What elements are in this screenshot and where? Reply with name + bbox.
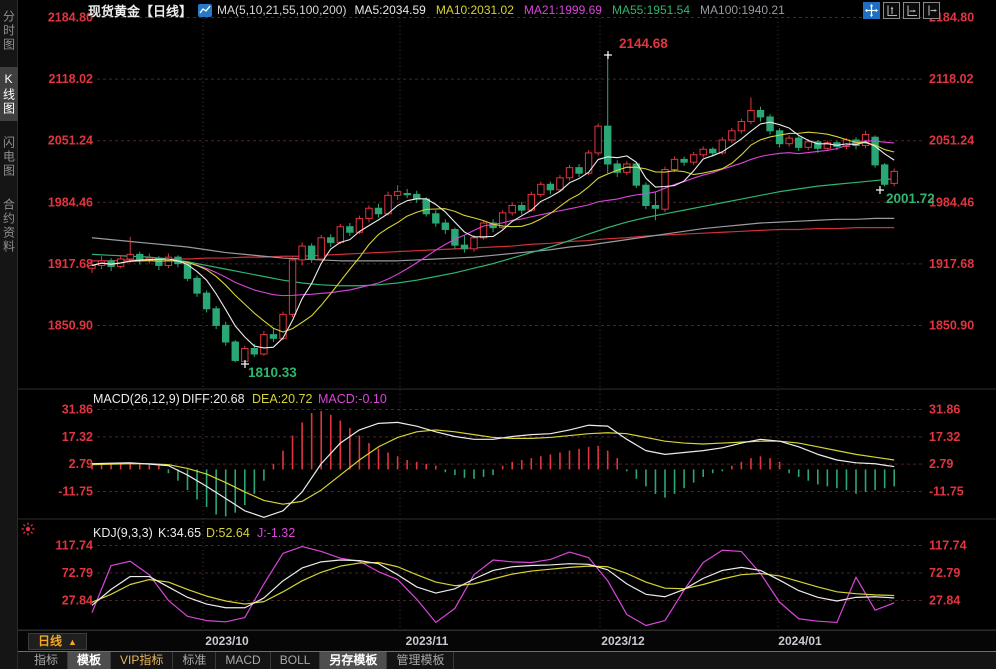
ma-settings-label: MA(5,10,21,55,100,200) xyxy=(217,3,347,17)
chart-header: 现货黄金【日线】 MA(5,10,21,55,100,200) MA5:2034… xyxy=(18,0,996,20)
tab-templates[interactable]: 模板 xyxy=(68,652,112,669)
axis-label: 17.32 xyxy=(929,430,960,444)
axis-label: 1850.90 xyxy=(48,319,93,333)
axis-label: 17.32 xyxy=(62,430,93,444)
chevron-up-icon: ▲ xyxy=(68,637,77,647)
indicator-param-label: DEA:20.72 xyxy=(252,392,313,406)
axis-label: 31.86 xyxy=(929,403,960,417)
axis-label: 2.79 xyxy=(929,457,953,471)
axis-label: 72.79 xyxy=(929,566,960,580)
ma21-value: MA21:1999.69 xyxy=(523,3,602,17)
bottom-tabbar: 指标 模板 VIP指标 标准 MACD BOLL 另存模板 管理模板 xyxy=(18,651,996,669)
tab-save-template[interactable]: 另存模板 xyxy=(320,652,388,669)
indicator-param-label: MACD(26,12,9) xyxy=(93,392,180,406)
axis-label: 1917.68 xyxy=(48,257,93,271)
date-label: 2023/11 xyxy=(405,634,449,648)
ma100-value: MA100:1940.21 xyxy=(700,3,785,17)
axis-label: -11.75 xyxy=(58,485,93,499)
indicator-param-label: KDJ(9,3,3) xyxy=(93,526,153,540)
ma10-value: MA10:2031.02 xyxy=(435,3,514,17)
axis-label: 2.79 xyxy=(69,457,93,471)
sidebar-item-contract-info[interactable]: 合约资料 xyxy=(1,198,16,254)
chart-canvas[interactable]: 2184.80 2184.80 2118.02 2118.02 2051.24 2051.… xyxy=(18,0,996,631)
symbol-title: 现货黄金【日线】 xyxy=(88,3,193,19)
tab-standard[interactable]: 标准 xyxy=(173,652,217,669)
ma55-value: MA55:1951.54 xyxy=(611,3,691,17)
xaxis-row: 日线 ▲ 2023/10 2023/11 2023/12 2024/01 xyxy=(18,630,996,651)
tab-boll[interactable]: BOLL xyxy=(271,652,321,669)
axis-label: 117.74 xyxy=(55,539,93,553)
indicator-param-label: MACD:-0.10 xyxy=(318,392,387,406)
axis-label: 117.74 xyxy=(929,539,967,553)
axis-label: 1984.46 xyxy=(48,195,93,209)
axis-label: 2051.24 xyxy=(48,134,93,148)
indicator-param-label: D:52.64 xyxy=(206,526,250,540)
low-price-annotation: 1810.33 xyxy=(248,365,297,380)
sidebar-item-flash-chart[interactable]: 闪电图 xyxy=(1,136,16,178)
axis-label: 31.86 xyxy=(62,403,93,417)
axis-label: 2051.24 xyxy=(929,134,974,148)
tab-vip-indicators[interactable]: VIP指标 xyxy=(111,652,174,669)
pan-tool-icon[interactable] xyxy=(863,1,880,19)
axis-zoom-horizontal-icon[interactable] xyxy=(903,1,920,19)
chart-type-sidebar: 分时图 K线图闪电图合约资料 xyxy=(0,0,18,669)
axis-label: 2118.02 xyxy=(49,72,94,86)
indicator-param-label: DIFF:20.68 xyxy=(182,392,245,406)
date-label: 2024/01 xyxy=(778,634,822,648)
period-label: 日线 xyxy=(38,634,63,648)
axis-label: 2184.80 xyxy=(48,11,93,25)
axis-label: 72.79 xyxy=(62,566,93,580)
sidebar-item-time-chart[interactable]: 分时图 xyxy=(1,10,16,52)
period-selector[interactable]: 日线 ▲ xyxy=(28,633,87,650)
last-price-annotation: 2001.72 xyxy=(886,191,935,206)
ma5-value: MA5:2034.59 xyxy=(354,3,426,17)
high-price-annotation: 2144.68 xyxy=(619,36,668,51)
axis-label: 27.84 xyxy=(62,594,93,608)
axis-label: 1984.46 xyxy=(929,195,974,209)
axis-label: 27.84 xyxy=(929,594,960,608)
kdj-marker-icon[interactable] xyxy=(21,522,35,536)
axis-label: 1917.68 xyxy=(929,257,974,271)
axis-label: 2184.80 xyxy=(929,11,974,25)
indicator-param-label: K:34.65 xyxy=(158,526,201,540)
tab-macd[interactable]: MACD xyxy=(216,652,271,669)
axis-label: 2118.02 xyxy=(929,72,974,86)
tab-indicators[interactable]: 指标 xyxy=(25,652,69,669)
line-chart-icon xyxy=(198,3,213,17)
ma-values: MA5:2034.59 MA10:2031.02 MA21:1999.69 MA55:… xyxy=(354,3,794,17)
axis-label: 1850.90 xyxy=(929,319,974,333)
expand-tool-icon[interactable] xyxy=(923,1,940,19)
indicator-param-label: J:-1.32 xyxy=(257,526,295,540)
chart-toolbar xyxy=(863,1,940,19)
date-label: 2023/12 xyxy=(601,634,645,648)
tab-manage-template[interactable]: 管理模板 xyxy=(387,652,455,669)
sidebar-item-kline-chart[interactable]: K线图 xyxy=(0,67,18,121)
axis-label: -11.75 xyxy=(929,485,964,499)
axis-zoom-vertical-icon[interactable] xyxy=(883,1,900,19)
date-label: 2023/10 xyxy=(205,634,249,648)
